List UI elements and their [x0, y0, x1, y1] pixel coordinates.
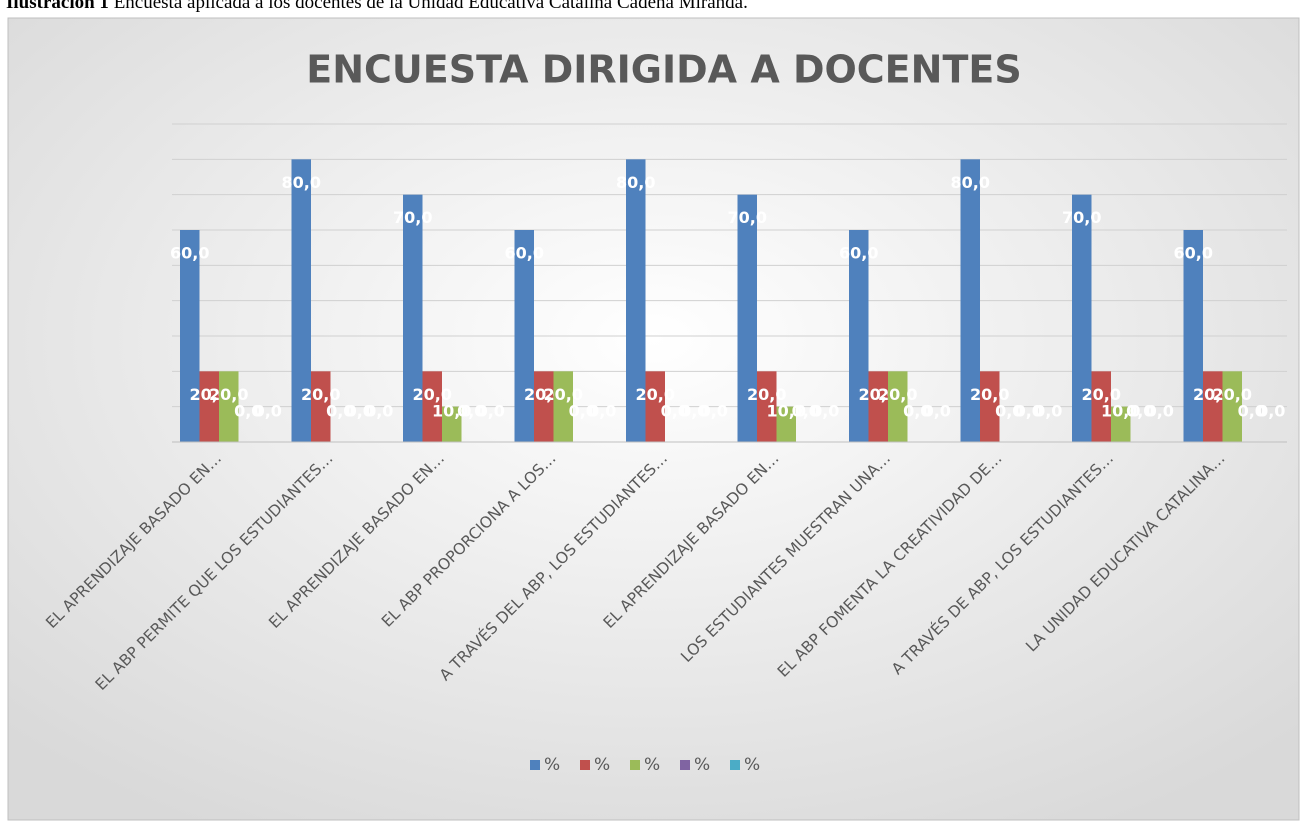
bar [442, 406, 462, 442]
bar [1222, 371, 1242, 442]
bar [626, 159, 646, 443]
data-label: 0,0 [700, 402, 728, 421]
bar [1111, 406, 1131, 442]
data-label: 20,0 [544, 385, 583, 404]
data-label: 10,0 [432, 402, 471, 421]
legend-label: % [694, 755, 710, 775]
data-label: 0,0 [569, 402, 597, 421]
legend-label: % [744, 755, 760, 775]
data-label: 0,0 [903, 402, 931, 421]
data-label: 80,0 [616, 173, 655, 192]
data-label: 0,0 [1126, 402, 1154, 421]
data-label: 10,0 [767, 402, 806, 421]
bar [553, 371, 573, 442]
caption-label: Ilustración 1 [6, 0, 109, 13]
data-label: 10,0 [1101, 402, 1140, 421]
bar [980, 371, 1000, 442]
data-label: 0,0 [326, 402, 354, 421]
bar [737, 194, 757, 442]
data-label: 60,0 [1174, 244, 1213, 263]
data-label: 0,0 [254, 402, 282, 421]
bar [199, 371, 219, 442]
data-label: 0,0 [477, 402, 505, 421]
data-label: 70,0 [728, 208, 767, 227]
bar [180, 230, 200, 442]
data-label: 20,0 [209, 385, 248, 404]
bar [868, 371, 888, 442]
legend-swatch [730, 760, 740, 770]
data-label: 0,0 [234, 402, 262, 421]
data-label: 80,0 [951, 173, 990, 192]
data-label: 60,0 [505, 244, 544, 263]
bar [1203, 371, 1223, 442]
bar [219, 371, 239, 442]
bar [1072, 194, 1092, 442]
legend-swatch [580, 760, 590, 770]
data-label: 80,0 [282, 173, 321, 192]
bar [534, 371, 554, 442]
bar [1183, 230, 1203, 442]
data-label: 0,0 [1257, 402, 1285, 421]
data-label: 0,0 [457, 402, 485, 421]
bar [514, 230, 534, 442]
data-label: 20,0 [1082, 385, 1121, 404]
data-label: 0,0 [811, 402, 839, 421]
legend-label: % [644, 755, 660, 775]
caption: Ilustración 1 Encuesta aplicada a los do… [6, 0, 748, 13]
data-label: 20,0 [970, 385, 1009, 404]
data-label: 0,0 [792, 402, 820, 421]
data-label: 0,0 [680, 402, 708, 421]
bar [291, 159, 311, 443]
data-label: 20,0 [747, 385, 786, 404]
bar [403, 194, 423, 442]
data-label: 0,0 [1034, 402, 1062, 421]
legend-swatch [630, 760, 640, 770]
bar [311, 371, 331, 442]
bar [757, 371, 777, 442]
data-label: 0,0 [1146, 402, 1174, 421]
bar [422, 371, 442, 442]
data-label: 0,0 [588, 402, 616, 421]
data-label: 70,0 [1062, 208, 1101, 227]
data-label: 70,0 [393, 208, 432, 227]
caption-text: Encuesta aplicada a los docentes de la U… [114, 0, 748, 13]
legend-swatch [680, 760, 690, 770]
data-label: 0,0 [365, 402, 393, 421]
bar [888, 371, 908, 442]
chart-title: ENCUESTA DIRIGIDA A DOCENTES [306, 48, 1021, 92]
bar [645, 371, 665, 442]
bar [960, 159, 980, 443]
bar [1091, 371, 1111, 442]
data-label: 0,0 [995, 402, 1023, 421]
legend-label: % [594, 755, 610, 775]
data-label: 20,0 [413, 385, 452, 404]
data-label: 20,0 [301, 385, 340, 404]
data-label: 20,0 [1213, 385, 1252, 404]
data-label: 0,0 [923, 402, 951, 421]
legend-label: % [544, 755, 560, 775]
data-label: 20,0 [636, 385, 675, 404]
data-label: 0,0 [1015, 402, 1043, 421]
bar [776, 406, 796, 442]
data-label: 60,0 [839, 244, 878, 263]
data-label: 0,0 [1238, 402, 1266, 421]
data-label: 0,0 [661, 402, 689, 421]
bar [849, 230, 869, 442]
data-label: 20,0 [878, 385, 917, 404]
data-label: 0,0 [346, 402, 374, 421]
data-label: 60,0 [170, 244, 209, 263]
legend-swatch [530, 760, 540, 770]
